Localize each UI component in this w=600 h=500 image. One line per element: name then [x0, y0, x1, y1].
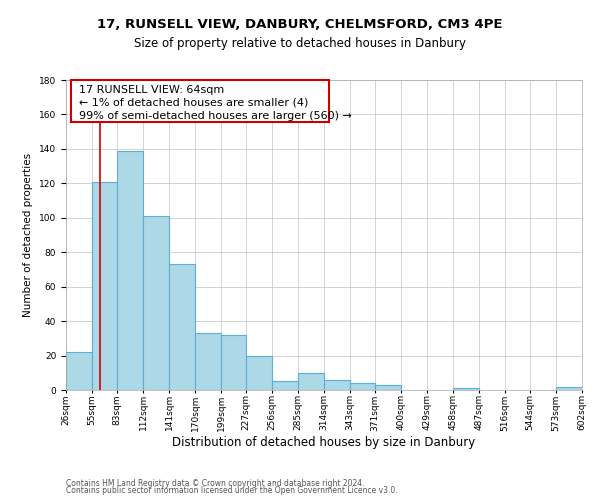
Bar	[221, 335, 246, 390]
Bar	[350, 383, 375, 390]
FancyBboxPatch shape	[71, 80, 329, 122]
Bar	[92, 182, 117, 390]
X-axis label: Distribution of detached houses by size in Danbury: Distribution of detached houses by size …	[172, 436, 476, 449]
Y-axis label: Number of detached properties: Number of detached properties	[23, 153, 34, 317]
Text: Contains public sector information licensed under the Open Government Licence v3: Contains public sector information licen…	[66, 486, 398, 495]
Bar	[143, 216, 169, 390]
Text: 99% of semi-detached houses are larger (560) →: 99% of semi-detached houses are larger (…	[79, 110, 352, 120]
Bar	[298, 373, 324, 390]
Bar	[195, 333, 221, 390]
Bar	[324, 380, 350, 390]
Text: 17 RUNSELL VIEW: 64sqm: 17 RUNSELL VIEW: 64sqm	[79, 84, 224, 94]
Bar	[246, 356, 272, 390]
Bar	[556, 386, 582, 390]
Text: Contains HM Land Registry data © Crown copyright and database right 2024.: Contains HM Land Registry data © Crown c…	[66, 478, 365, 488]
Text: 17, RUNSELL VIEW, DANBURY, CHELMSFORD, CM3 4PE: 17, RUNSELL VIEW, DANBURY, CHELMSFORD, C…	[97, 18, 503, 30]
Bar	[375, 385, 401, 390]
Bar	[117, 150, 143, 390]
Bar	[66, 352, 92, 390]
Bar	[453, 388, 479, 390]
Text: ← 1% of detached houses are smaller (4): ← 1% of detached houses are smaller (4)	[79, 98, 308, 108]
Bar	[272, 382, 298, 390]
Bar	[169, 264, 195, 390]
Text: Size of property relative to detached houses in Danbury: Size of property relative to detached ho…	[134, 38, 466, 51]
